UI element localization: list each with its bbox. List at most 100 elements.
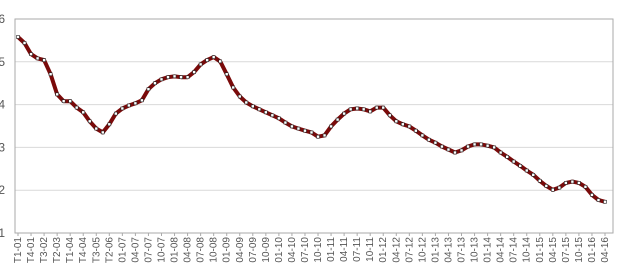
data-point	[94, 126, 99, 131]
x-tick-label: T3-02	[39, 237, 50, 264]
data-point	[511, 159, 516, 164]
data-point	[446, 147, 451, 152]
x-tick-label: 01-07	[117, 237, 128, 263]
x-tick-label: 01-11	[326, 237, 337, 262]
y-tick-label: 2	[0, 183, 5, 197]
x-tick-label: 10-14	[522, 237, 533, 263]
data-point	[342, 111, 346, 116]
data-point	[348, 107, 353, 112]
data-point	[564, 181, 568, 185]
plot-border	[14, 18, 614, 234]
data-point	[257, 107, 262, 112]
data-point	[557, 185, 562, 190]
data-point	[433, 140, 438, 145]
data-point	[427, 137, 431, 142]
x-tick-label: T3-05	[91, 237, 102, 264]
x-tick-label: 01-09	[222, 237, 233, 263]
data-point	[485, 143, 490, 148]
data-point	[237, 94, 242, 99]
y-tick-label: 5	[0, 55, 5, 69]
data-point	[472, 142, 477, 147]
x-tick-label: T4-01	[26, 237, 37, 264]
data-point	[498, 150, 503, 155]
data-point	[361, 107, 366, 112]
data-point	[551, 187, 555, 192]
x-tick-label: 04-08	[183, 237, 194, 263]
x-tick-label: 01-14	[483, 237, 494, 263]
data-point	[87, 119, 92, 124]
x-tick-label: 04-16	[600, 237, 611, 263]
y-tick-label: 4	[0, 98, 5, 112]
data-point	[459, 148, 464, 153]
data-point	[153, 81, 157, 85]
data-point	[68, 99, 72, 103]
data-point	[198, 62, 203, 67]
x-tick-label: T1-04	[65, 237, 76, 264]
data-point	[107, 122, 112, 127]
data-point	[205, 58, 209, 62]
data-point	[296, 126, 301, 131]
data-point	[185, 75, 190, 80]
data-point	[22, 41, 27, 45]
data-point	[159, 77, 164, 82]
data-point	[218, 59, 222, 64]
x-tick-label: T2-06	[104, 237, 115, 264]
x-tick-label: 04-09	[235, 237, 246, 263]
data-point	[277, 116, 281, 121]
data-point	[179, 75, 183, 80]
data-point	[35, 56, 40, 61]
data-point	[264, 110, 268, 115]
x-tick-label: 04-13	[443, 237, 454, 263]
x-tick-label: 04-07	[130, 237, 141, 263]
x-tick-label: 10-12	[417, 237, 428, 263]
x-tick-label: 01-08	[170, 237, 181, 263]
data-point	[518, 164, 523, 168]
data-point	[166, 75, 170, 80]
data-point	[231, 85, 236, 90]
data-point	[55, 92, 59, 97]
y-tick-label: 3	[0, 140, 5, 154]
x-tick-label: 01-12	[378, 237, 389, 263]
x-tick-label: 07-07	[143, 237, 154, 263]
data-point	[453, 150, 457, 155]
x-tick-label: 04-14	[496, 237, 507, 263]
data-point	[401, 122, 405, 127]
x-tick-label: 07-14	[509, 237, 520, 263]
data-point	[48, 72, 53, 77]
data-point	[322, 133, 327, 138]
x-tick-label: 01-13	[430, 237, 441, 263]
data-point	[570, 179, 575, 184]
data-point	[590, 193, 594, 197]
x-tick-label: 10-08	[209, 237, 220, 263]
x-tick-label: 04-10	[287, 237, 298, 263]
x-tick-label: 07-08	[196, 237, 207, 263]
data-point	[316, 134, 320, 139]
data-point	[270, 113, 275, 118]
data-point	[407, 124, 412, 129]
data-point	[42, 58, 46, 62]
x-tick-label: 10-13	[470, 237, 481, 263]
data-point	[100, 130, 105, 135]
data-point	[146, 87, 151, 91]
data-point	[374, 105, 379, 110]
x-tick-label: 07-10	[300, 237, 311, 263]
data-point	[368, 109, 373, 114]
x-tick-label: 07-12	[404, 237, 415, 263]
data-point	[544, 184, 549, 188]
x-tick-label: 04-12	[391, 237, 402, 263]
data-point	[120, 106, 125, 111]
data-point	[133, 101, 138, 106]
data-point	[492, 145, 496, 150]
data-point	[479, 142, 483, 147]
data-point	[224, 72, 229, 77]
x-tick-label: T2-03	[52, 237, 63, 264]
data-point	[192, 70, 196, 74]
data-point	[440, 144, 444, 149]
data-point	[394, 119, 399, 124]
data-point	[309, 130, 314, 135]
data-point	[537, 178, 542, 183]
x-tick-label: 04-15	[548, 237, 559, 263]
x-tick-label: 10-09	[261, 237, 272, 263]
data-point	[420, 133, 425, 138]
data-point	[583, 184, 588, 189]
